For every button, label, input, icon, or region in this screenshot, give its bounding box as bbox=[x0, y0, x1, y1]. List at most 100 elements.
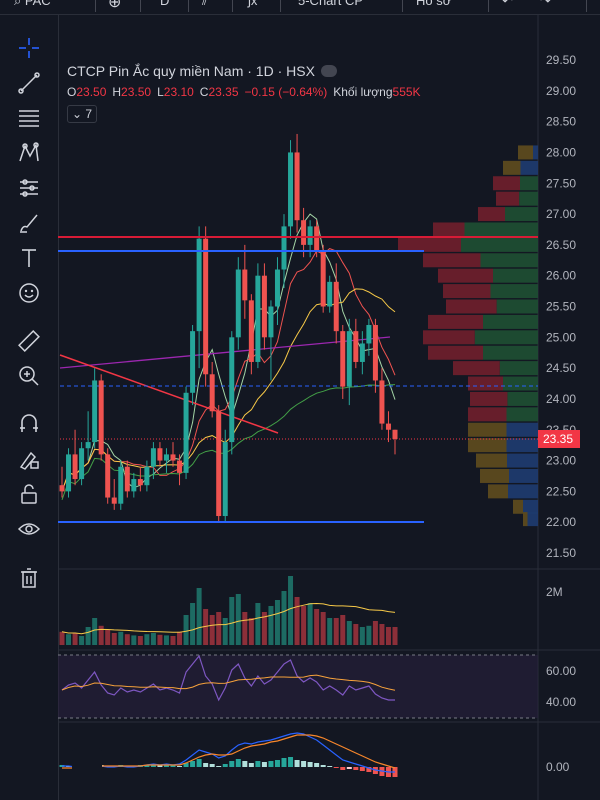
volume-bar bbox=[118, 631, 124, 645]
profile-bar-up bbox=[527, 512, 538, 527]
profile-bar-up bbox=[505, 207, 538, 222]
profile-bar-up bbox=[496, 299, 538, 314]
indicators-toggle[interactable]: ⌄ 7 bbox=[67, 105, 98, 123]
candle-body bbox=[372, 324, 378, 381]
indicators-icon[interactable]: ʃx bbox=[248, 0, 258, 8]
price-tick-label: 22.50 bbox=[546, 484, 576, 498]
fib-icon[interactable] bbox=[14, 103, 44, 133]
candle-body bbox=[307, 226, 313, 245]
candle-body bbox=[144, 466, 150, 486]
add-symbol-icon[interactable]: ⊕ bbox=[108, 0, 122, 11]
volume-bar bbox=[261, 612, 267, 645]
zoom-in-icon[interactable] bbox=[14, 361, 44, 391]
volume-bar bbox=[255, 603, 261, 645]
candle-body bbox=[301, 220, 307, 245]
trash-icon[interactable] bbox=[14, 563, 44, 593]
undo-icon[interactable]: ↶ bbox=[502, 0, 513, 8]
profile-button[interactable]: Hồ sơ bbox=[416, 0, 452, 8]
indicator-count: 7 bbox=[85, 107, 93, 121]
ma-20-line bbox=[61, 288, 396, 492]
profile-bar-up bbox=[474, 330, 538, 345]
macd-histogram-bar bbox=[177, 766, 183, 767]
candle-body bbox=[255, 275, 261, 362]
candles-icon[interactable]: ⫽ bbox=[202, 0, 208, 8]
volume-bar bbox=[248, 618, 254, 645]
profile-bar-down bbox=[523, 512, 528, 527]
candle-body bbox=[229, 337, 235, 443]
ruler-icon[interactable] bbox=[14, 326, 44, 356]
eye-icon[interactable] bbox=[14, 514, 44, 544]
candle-body bbox=[111, 497, 117, 504]
profile-bar-down bbox=[478, 207, 505, 222]
divider bbox=[586, 0, 587, 12]
emoji-icon[interactable] bbox=[14, 278, 44, 308]
profile-bar-down bbox=[438, 268, 493, 283]
gann-icon[interactable] bbox=[14, 173, 44, 203]
profile-bar-up bbox=[506, 422, 538, 437]
profile-bar-up bbox=[507, 391, 538, 406]
candle-body bbox=[124, 466, 130, 492]
profile-bar-up bbox=[520, 176, 538, 191]
candle-body bbox=[66, 454, 72, 492]
candle-body bbox=[131, 479, 137, 492]
profile-bar-down bbox=[518, 145, 533, 160]
price-axis[interactable]: 29.50 29.00 28.50 28.00 27.50 27.00 26.50 26.00… bbox=[538, 53, 580, 774]
candle-body bbox=[346, 331, 352, 387]
volume-bar bbox=[301, 606, 307, 645]
lock-icon[interactable] bbox=[14, 479, 44, 509]
macd-histogram-bar bbox=[190, 761, 196, 767]
price-tick-label: 29.50 bbox=[546, 53, 576, 67]
profile-bar-down bbox=[428, 314, 483, 329]
candle-body bbox=[385, 423, 391, 430]
volume-value: 555K bbox=[392, 85, 421, 99]
macd-histogram-bar bbox=[340, 767, 346, 770]
open-label: O bbox=[67, 85, 77, 99]
candle-body bbox=[177, 460, 183, 473]
layout-button[interactable]: 5-Chart CP bbox=[298, 0, 364, 8]
brush-icon[interactable] bbox=[14, 208, 44, 238]
price-tick-label: 25.00 bbox=[546, 330, 576, 344]
redo-icon[interactable]: ↷ bbox=[540, 0, 551, 8]
volume-bar bbox=[163, 635, 169, 645]
profile-bar-down bbox=[398, 237, 461, 252]
candle-body bbox=[59, 485, 65, 492]
volume-bar bbox=[216, 612, 222, 645]
candle-body bbox=[216, 411, 222, 517]
profile-bar-up bbox=[493, 268, 538, 283]
macd-signal-line bbox=[62, 734, 396, 769]
volume-bar bbox=[144, 634, 150, 645]
volume-bar bbox=[196, 588, 202, 645]
candle-body bbox=[157, 448, 163, 461]
candle-body bbox=[274, 269, 280, 307]
magnet-icon[interactable] bbox=[14, 409, 44, 439]
price-tick-label: 26.00 bbox=[546, 269, 576, 283]
price-tick-label: 29.00 bbox=[546, 84, 576, 98]
trend-line-icon[interactable] bbox=[14, 68, 44, 98]
profile-bar-up bbox=[480, 253, 538, 268]
volume-bar bbox=[366, 625, 372, 645]
macd-histogram-bar bbox=[353, 767, 359, 770]
macd-histogram-bar bbox=[281, 758, 287, 767]
interval-button[interactable]: D bbox=[160, 0, 170, 8]
volume-bar bbox=[111, 633, 117, 645]
candle-body bbox=[150, 448, 156, 467]
profile-bar-down bbox=[503, 160, 521, 175]
lock-drawing-icon[interactable] bbox=[14, 444, 44, 474]
profile-bar-down bbox=[446, 299, 497, 314]
volume-bar bbox=[385, 627, 391, 645]
profile-bar-up bbox=[506, 407, 538, 422]
divider bbox=[188, 0, 189, 12]
pattern-icon[interactable] bbox=[14, 138, 44, 168]
profile-bar-up bbox=[499, 361, 538, 376]
profile-bar-down bbox=[513, 499, 523, 514]
candle-body bbox=[170, 454, 176, 461]
symbol-search-button[interactable]: ⌕ PAC bbox=[14, 0, 51, 9]
hide-legend-button[interactable] bbox=[320, 65, 337, 77]
crosshair-icon[interactable] bbox=[14, 33, 44, 63]
candle-body bbox=[105, 454, 111, 498]
text-icon[interactable] bbox=[14, 243, 44, 273]
profile-bar-down bbox=[468, 438, 507, 453]
divider bbox=[402, 0, 403, 12]
candle-body bbox=[72, 454, 78, 480]
